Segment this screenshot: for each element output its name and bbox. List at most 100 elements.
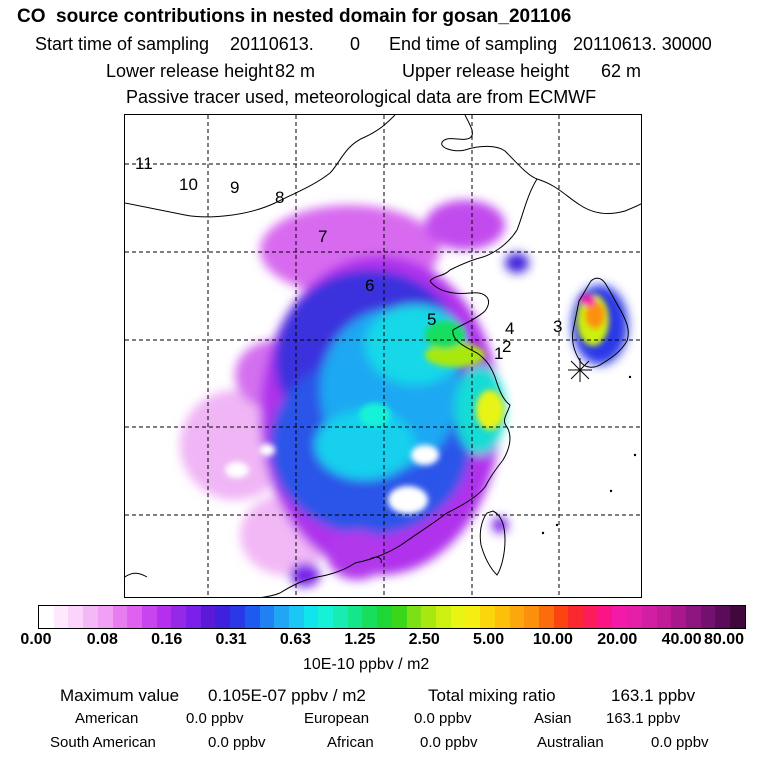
colorbar-swatch [230, 606, 245, 628]
colorbar-swatch [685, 606, 701, 628]
colorbar-swatch [156, 606, 172, 628]
colorbar-swatch [186, 606, 201, 628]
colorbar-swatch [39, 606, 54, 628]
colorbar-tick-label: 0.16 [151, 631, 183, 648]
region-label-9: 9 [230, 178, 239, 197]
colorbar-unit: 10E-10 ppbv / m2 [303, 656, 430, 673]
contrib-african-value: 0.0 ppbv [420, 734, 478, 751]
lat-lon-grid [125, 115, 641, 597]
region-label-2: 2 [502, 337, 511, 356]
coastlines [125, 115, 641, 597]
start-time-hour: 0 [350, 34, 361, 54]
colorbar-swatch [274, 606, 289, 628]
contrib-australian-label: Australian [537, 734, 604, 751]
colorbar-swatch [627, 606, 642, 628]
colorbar-tick-label: 2.50 [408, 631, 440, 648]
colorbar-swatch [538, 606, 554, 628]
colorbar-swatch [421, 606, 436, 628]
colorbar-swatch [450, 606, 466, 628]
colorbar-swatch [700, 606, 716, 628]
receptor-marker [568, 358, 592, 382]
map-panel: 11 10 9 8 7 6 5 4 3 2 1 [124, 114, 642, 598]
colorbar-tick-label: 0.00 [20, 631, 52, 648]
contrib-australian-value: 0.0 ppbv [651, 734, 709, 751]
colorbar-swatch [333, 606, 348, 628]
colorbar-tick-label: 0.31 [215, 631, 247, 648]
region-label-1: 1 [494, 344, 503, 363]
start-time-value: 20110613. [230, 34, 314, 54]
colorbar-swatch [318, 606, 334, 628]
colorbar-swatch [377, 606, 392, 628]
region-label-5: 5 [427, 310, 436, 329]
colorbar-swatch [509, 606, 525, 628]
upper-release-value: 62 m [601, 61, 642, 81]
colorbar-swatch [53, 606, 69, 628]
map-canvas: 11 10 9 8 7 6 5 4 3 2 1 [125, 115, 641, 597]
chart-title: CO source contributions in nested domain… [17, 6, 572, 27]
colorbar-tick-label: 40.00 [661, 631, 702, 648]
contrib-south-american-label: South American [50, 734, 156, 751]
region-label-7: 7 [318, 227, 327, 246]
colorbar-swatch [671, 606, 686, 628]
lower-release-value: 82 m [275, 61, 316, 81]
region-label-3: 3 [553, 317, 562, 336]
contrib-european-label: European [304, 710, 370, 727]
total-mixing-value: 163.1 ppbv [611, 686, 696, 705]
region-label-8: 8 [275, 188, 284, 207]
colorbar-swatch [391, 606, 407, 628]
colorbar-swatch [362, 606, 378, 628]
colorbar-swatch [553, 606, 569, 628]
colorbar-swatch [465, 606, 481, 628]
colorbar-swatch [524, 606, 539, 628]
colorbar-swatch [597, 606, 613, 628]
colorbar-swatch [112, 606, 128, 628]
colorbar-tick-label: 80.00 [703, 631, 745, 648]
colorbar-tick-label: 0.08 [86, 631, 118, 648]
lower-release-label: Lower release height [106, 61, 274, 81]
colorbar-swatch [612, 606, 628, 628]
contrib-asian-value: 163.1 ppbv [606, 710, 681, 727]
colorbar-swatch [568, 606, 584, 628]
concentration-field [180, 200, 628, 587]
colorbar-swatch [435, 606, 451, 628]
colorbar-swatch [583, 606, 598, 628]
colorbar-swatch [68, 606, 84, 628]
region-label-11: 11 [135, 154, 153, 173]
colorbar-swatch [494, 606, 510, 628]
colorbar-swatch [303, 606, 319, 628]
upper-release-label: Upper release height [402, 61, 570, 81]
colorbar-swatch [480, 606, 495, 628]
colorbar-swatch [127, 606, 142, 628]
colorbar-swatch [97, 606, 113, 628]
tracer-note: Passive tracer used, meteorological data… [126, 87, 597, 107]
colorbar-swatch [171, 606, 187, 628]
region-label-6: 6 [365, 276, 374, 295]
colorbar-tick-label: 0.63 [279, 631, 312, 648]
colorbar-swatch [200, 606, 216, 628]
contrib-african-label: African [327, 734, 374, 751]
max-value-label: Maximum value [60, 686, 180, 705]
total-mixing-label: Total mixing ratio [428, 686, 556, 705]
colorbar-swatch [244, 606, 260, 628]
contrib-american-label: American [75, 710, 139, 727]
colorbar-tick-label: 20.00 [597, 631, 638, 648]
contrib-american-value: 0.0 ppbv [186, 710, 244, 727]
colorbar-tick-label: 10.00 [532, 631, 573, 648]
colorbar-swatch [656, 606, 672, 628]
colorbar-swatch [141, 606, 157, 628]
end-time-label: End time of sampling [389, 34, 558, 54]
colorbar-swatch [83, 606, 98, 628]
small-islands [541, 375, 637, 535]
max-value: 0.105E-07 ppbv / m2 [208, 686, 366, 705]
colorbar-swatch [730, 606, 745, 628]
colorbar-swatch [215, 606, 231, 628]
contrib-asian-label: Asian [534, 710, 572, 727]
contrib-south-american-value: 0.0 ppbv [208, 734, 266, 751]
colorbar-tick-label: 5.00 [472, 631, 505, 648]
region-labels: 11 10 9 8 7 6 5 4 3 2 1 [135, 154, 562, 363]
colorbar-swatch [641, 606, 657, 628]
colorbar [38, 605, 746, 629]
region-label-4: 4 [505, 319, 514, 338]
colorbar-swatch [406, 606, 422, 628]
start-time-label: Start time of sampling [35, 34, 210, 54]
